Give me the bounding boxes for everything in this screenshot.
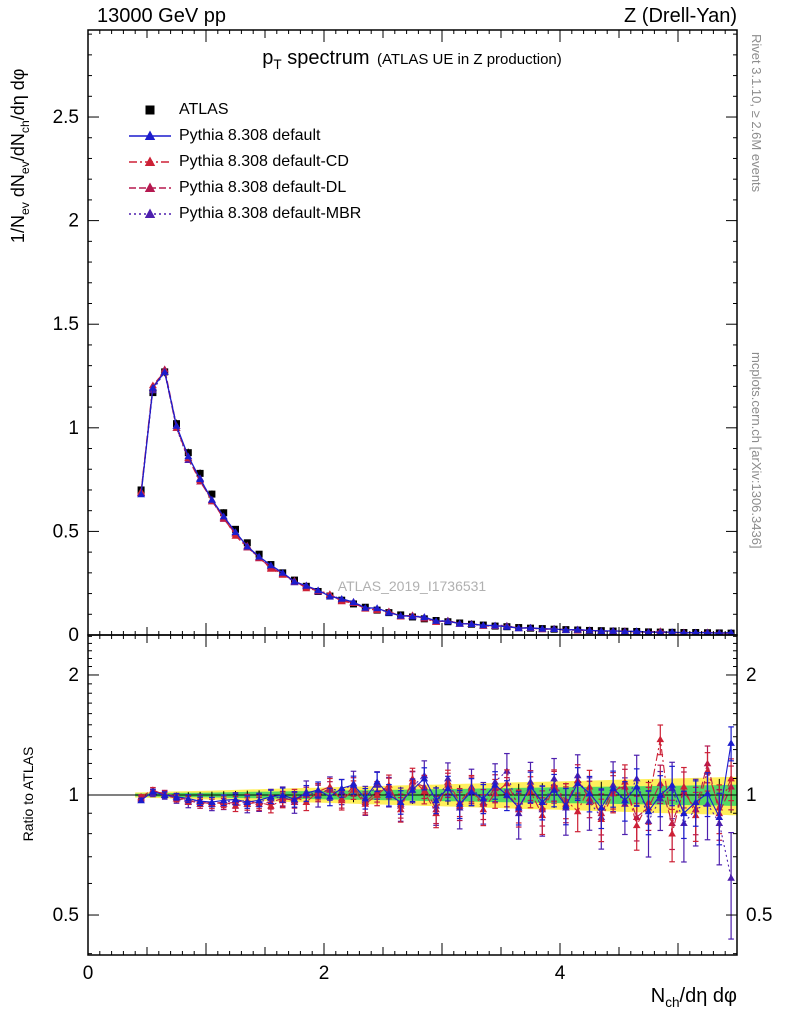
- svg-text:1: 1: [68, 785, 79, 806]
- legend: ATLAS Pythia 8.308 default Pythia 8.308 de…: [127, 97, 361, 227]
- analysis-watermark: ATLAS_2019_I1736531: [337, 578, 487, 594]
- axis-label-text: dN: [8, 174, 29, 203]
- square-marker-icon: [145, 105, 155, 115]
- svg-text:1.5: 1.5: [53, 314, 79, 335]
- legend-item-4: Pythia 8.308 default-MBR: [127, 201, 361, 227]
- svg-text:0: 0: [68, 625, 79, 646]
- svg-text:0.5: 0.5: [746, 905, 772, 926]
- svg-text:2: 2: [746, 665, 757, 686]
- legend-label: Pythia 8.308 default-DL: [179, 179, 347, 196]
- svg-text:4: 4: [555, 963, 566, 984]
- ratio-y-axis-label: Ratio to ATLAS: [20, 746, 36, 842]
- process-label: Z (Drell-Yan): [624, 5, 737, 27]
- legend-label: Pythia 8.308 default-CD: [179, 153, 349, 170]
- legend-item-1: Pythia 8.308 default: [127, 123, 361, 149]
- plot-title: pT spectrum (ATLAS UE in Z production): [262, 47, 562, 72]
- beam-energy-label: 13000 GeV pp: [97, 5, 226, 27]
- legend-label: ATLAS: [179, 101, 229, 118]
- plot-title-observable-sub: T: [273, 57, 282, 72]
- mcplots-note: mcplots.cern.ch [arXiv:1306.3436]: [749, 352, 764, 549]
- triangle-marker-icon: [129, 182, 171, 192]
- axis-label-text: N: [650, 985, 666, 1007]
- svg-text:1: 1: [746, 785, 757, 806]
- plot-title-note: (ATLAS UE in Z production): [376, 51, 562, 68]
- legend-item-3: Pythia 8.308 default-DL: [127, 175, 361, 201]
- triangle-marker-icon: [129, 156, 171, 166]
- axis-label-text: 1/N: [8, 215, 29, 244]
- plot-title-observable: p: [262, 47, 274, 69]
- axis-label-text: /dη dφ: [8, 68, 29, 121]
- axis-label-text: /dN: [8, 133, 29, 162]
- axis-label-subscript: ch: [665, 995, 680, 1010]
- svg-text:2.5: 2.5: [53, 107, 79, 128]
- x-axis-label: Nch/dη dφ: [651, 985, 737, 1010]
- plot-title-main: pT spectrum: [262, 47, 370, 72]
- axis-label-subscript: ev: [17, 202, 32, 216]
- svg-text:0.5: 0.5: [53, 521, 79, 542]
- axis-label-subscript: ev: [17, 161, 32, 175]
- svg-text:1: 1: [68, 418, 79, 439]
- svg-text:0.5: 0.5: [53, 905, 79, 926]
- legend-label: Pythia 8.308 default-MBR: [179, 205, 362, 222]
- svg-text:2: 2: [319, 963, 330, 984]
- triangle-marker-icon: [129, 130, 171, 140]
- legend-item-2: Pythia 8.308 default-CD: [127, 149, 361, 175]
- rivet-version-note: Rivet 3.1.10, ≥ 2.6M events: [749, 34, 764, 193]
- axis-label-subscript: ch: [17, 120, 32, 134]
- legend-label: Pythia 8.308 default: [179, 127, 321, 144]
- svg-text:2: 2: [68, 211, 79, 232]
- legend-item-0: ATLAS: [127, 97, 361, 123]
- svg-text:2: 2: [68, 665, 79, 686]
- plot-title-rest: spectrum: [281, 47, 370, 69]
- triangle-marker-icon: [129, 208, 171, 218]
- svg-text:0: 0: [83, 963, 94, 984]
- axis-label-text: /dη dφ: [679, 985, 737, 1007]
- main-y-axis-label: 1/Nev dNev/dNch/dη dφ: [8, 0, 32, 316]
